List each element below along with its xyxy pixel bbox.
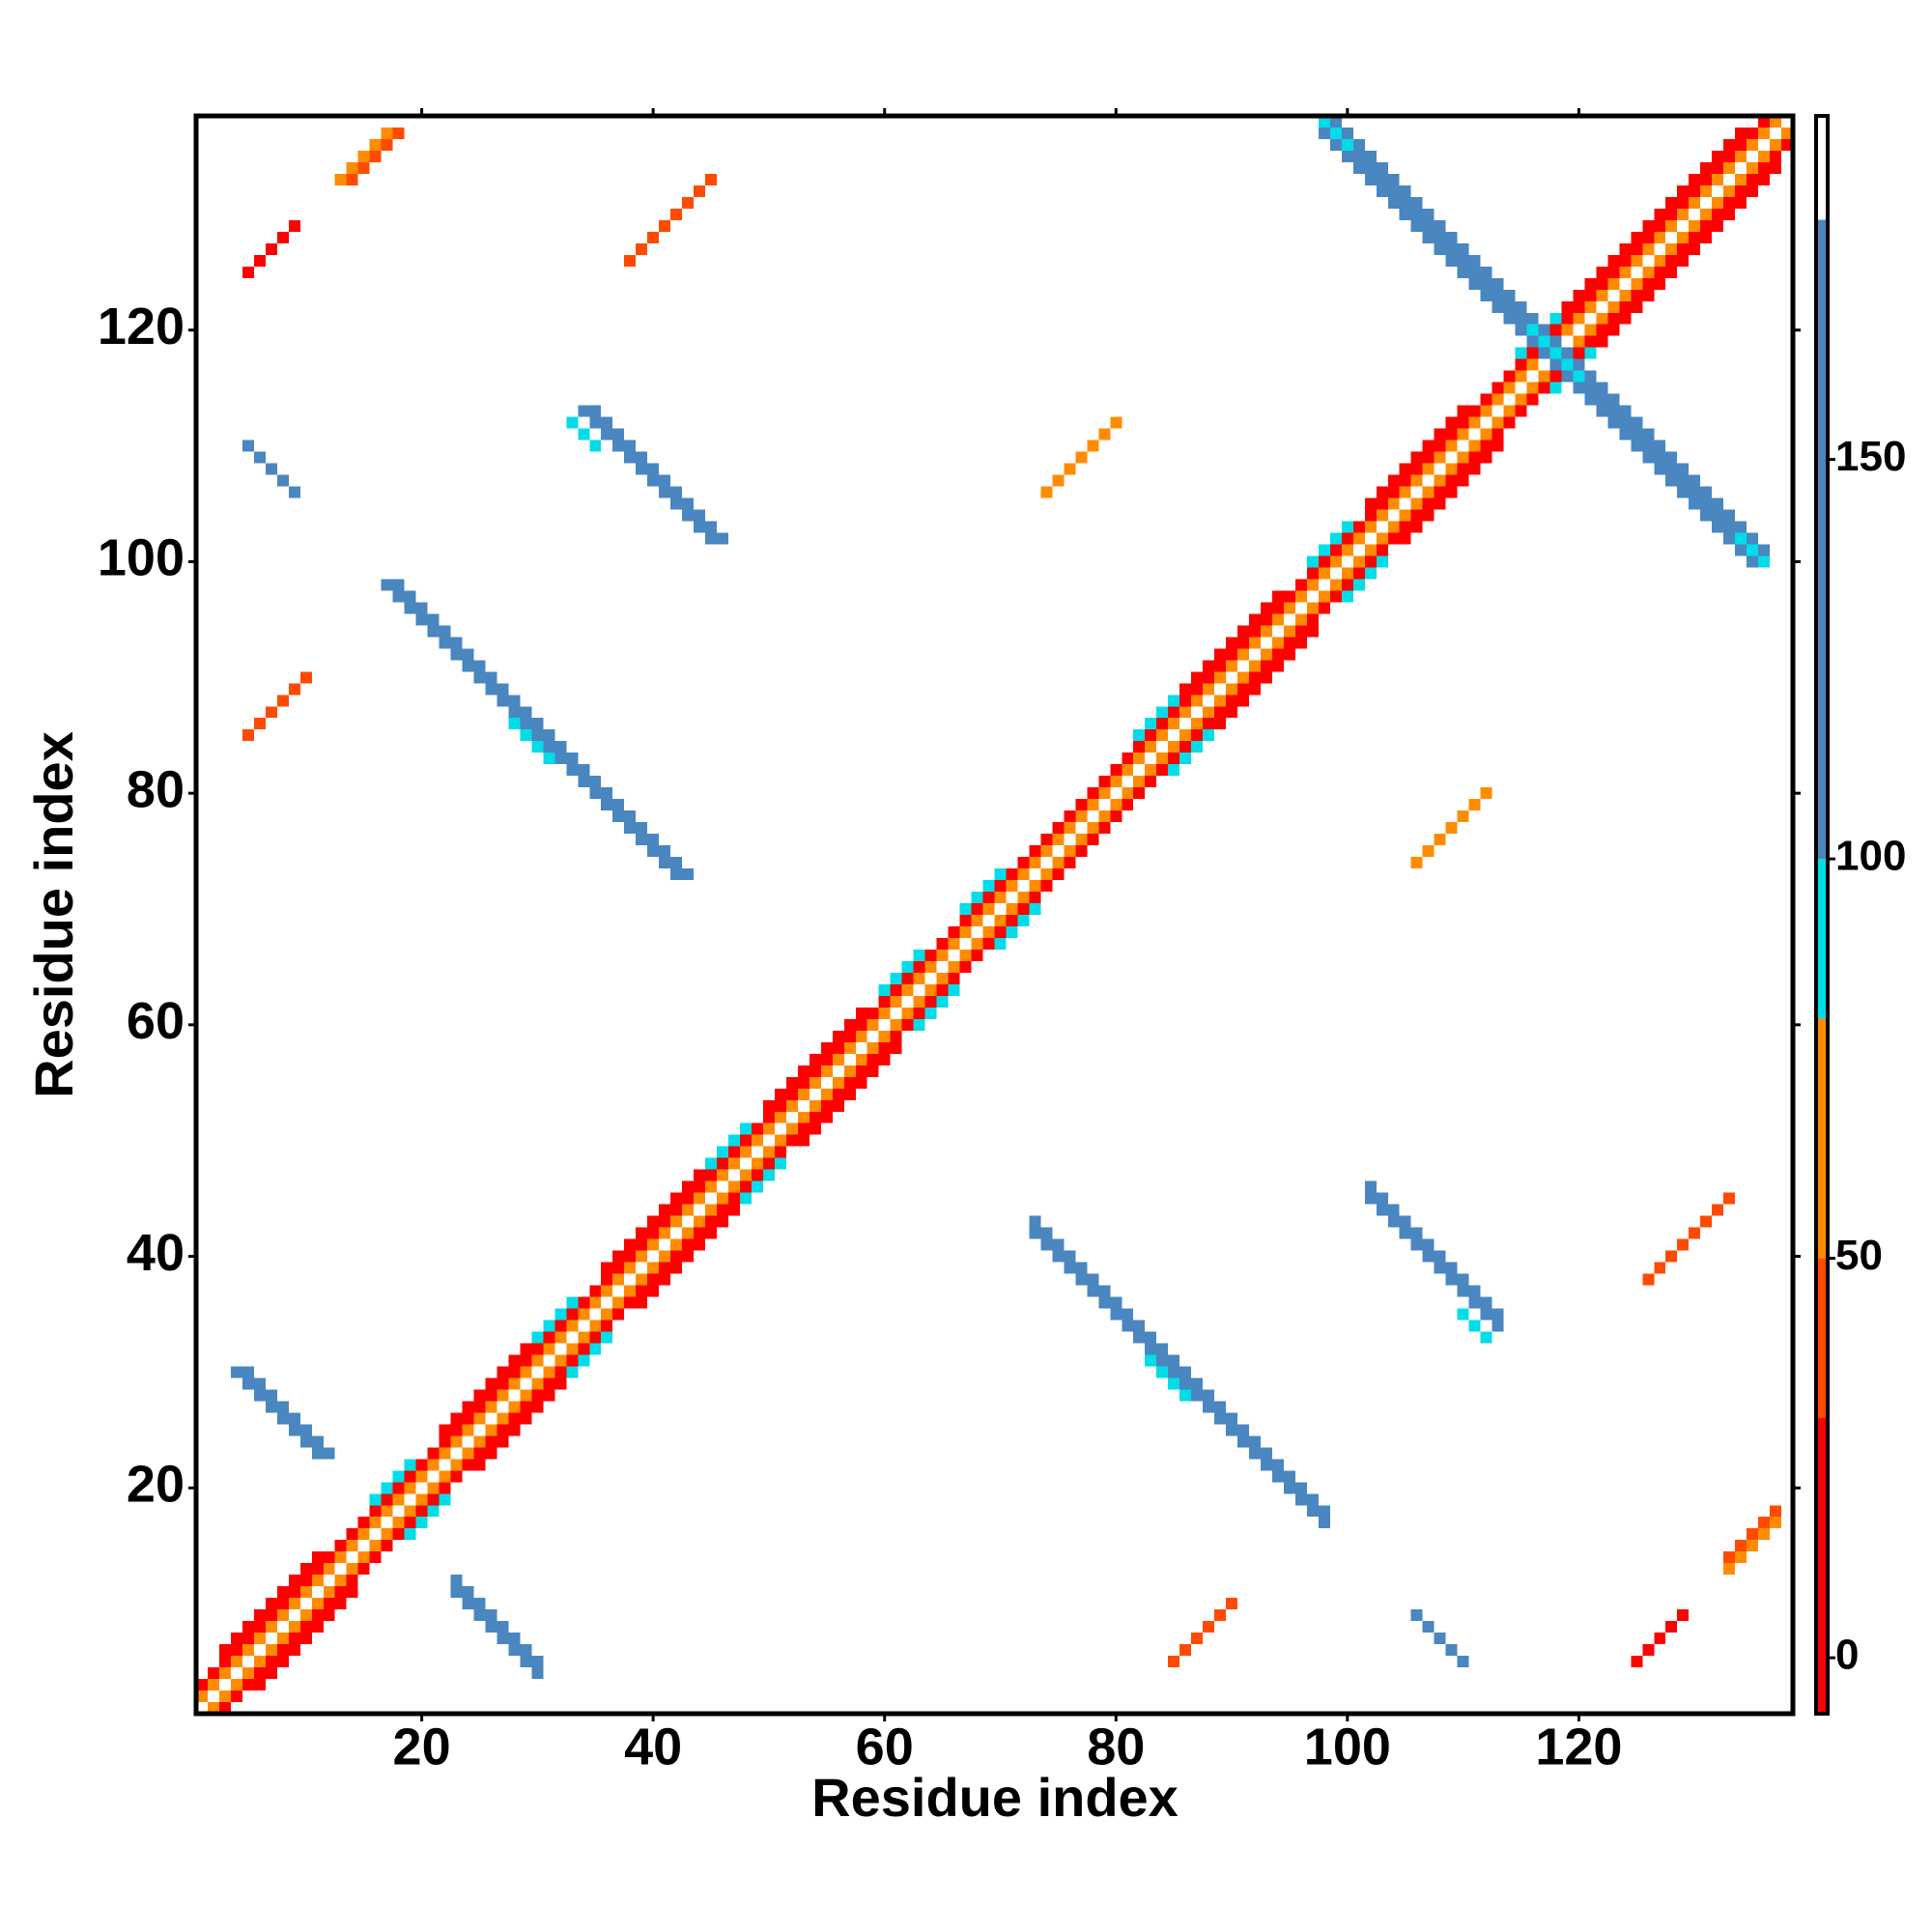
x-axis-title: Residue index — [811, 1767, 1179, 1828]
contact-cells — [1306, 521, 1353, 568]
contact-cells — [1029, 1215, 1330, 1518]
x-tick-label: 120 — [1535, 1718, 1622, 1776]
colorbar-segment — [1816, 219, 1828, 860]
colorbar-tick-label: 100 — [1835, 833, 1906, 880]
contact-cells — [439, 1331, 544, 1436]
contact-cells — [242, 671, 312, 742]
y-tick-label: 60 — [127, 992, 185, 1050]
colorbar-segment — [1816, 116, 1828, 220]
colorbar-segment — [1816, 1258, 1828, 1419]
contact-cells — [1735, 532, 1771, 568]
contact-cells — [242, 219, 300, 278]
contact-cells — [1723, 1505, 1782, 1564]
contact-cells — [636, 1204, 740, 1309]
contact-cells — [601, 1169, 706, 1274]
contact-cells — [1318, 127, 1759, 568]
contact-cells — [762, 1007, 867, 1112]
contact-cells — [404, 1493, 451, 1541]
contact-cells — [1364, 405, 1469, 510]
x-tick-label: 80 — [1087, 1718, 1145, 1776]
x-tick-label: 60 — [856, 1718, 914, 1776]
contact-cells — [346, 127, 405, 185]
contact-cells — [1526, 324, 1585, 383]
contact-cells — [531, 1296, 579, 1344]
contact-cells — [253, 1586, 358, 1691]
contact-cells — [1168, 1598, 1238, 1668]
contact-cells — [1457, 1308, 1492, 1344]
y-axis-title: Residue index — [23, 731, 84, 1098]
contact-cells — [473, 1366, 579, 1471]
contact-cells — [369, 1459, 416, 1506]
y-tick-label: 120 — [98, 298, 185, 355]
contact-cells — [994, 903, 1041, 950]
contact-cells — [739, 1157, 786, 1205]
y-tick-label: 80 — [127, 760, 185, 818]
contact-cells — [242, 440, 300, 498]
plot-frame — [193, 113, 1796, 1717]
contact-cells — [1596, 161, 1782, 348]
contact-cells — [1631, 1609, 1690, 1668]
contact-cells — [218, 1551, 324, 1657]
contact-cells — [1318, 116, 1353, 151]
contact-cells — [797, 1041, 902, 1147]
colorbar-segment — [1816, 859, 1828, 1019]
colorbar-tick-label: 150 — [1835, 433, 1906, 480]
contact-cells — [392, 579, 695, 881]
colorbar-segment — [1816, 1018, 1828, 1259]
contact-cells — [334, 127, 393, 185]
colorbar-tick-label: 50 — [1835, 1232, 1883, 1279]
x-tick-label: 20 — [393, 1718, 451, 1776]
contact-cells — [578, 405, 718, 545]
contact-cells — [1329, 116, 1771, 556]
contact-cells — [1642, 1192, 1736, 1286]
colorbar-segment — [1816, 1418, 1828, 1714]
y-tick-label: 20 — [127, 1456, 185, 1514]
contact-cells — [705, 1122, 752, 1170]
x-tick-label: 40 — [624, 1718, 682, 1776]
contact-cells — [1399, 440, 1504, 545]
contact-cells — [959, 868, 1007, 915]
contact-cells — [913, 983, 960, 1031]
contact-cells — [878, 949, 925, 996]
contact-cells — [1341, 555, 1388, 603]
colorbar-tick-label: 0 — [1835, 1632, 1859, 1679]
contact-cells — [1133, 695, 1180, 742]
contact-cells — [1561, 127, 1747, 313]
contact-cells — [196, 116, 1782, 1703]
cells — [196, 116, 1793, 1715]
contact-cells — [1410, 1609, 1469, 1668]
x-tick-label: 100 — [1304, 1718, 1391, 1776]
contact-cells — [1179, 590, 1284, 696]
contact-cells — [1214, 625, 1319, 730]
contact-cells — [1410, 787, 1492, 869]
colorbar-frame — [1814, 114, 1830, 1716]
contact-cells — [1723, 1517, 1782, 1576]
contact-cells — [624, 173, 718, 267]
contact-cells — [230, 1366, 324, 1460]
contact-cells — [1168, 729, 1215, 777]
contact-cells — [207, 127, 1793, 1715]
contact-cells — [566, 416, 602, 452]
contact-cells — [1145, 1354, 1192, 1402]
contact-cells — [1364, 1192, 1504, 1332]
y-tick-label: 40 — [127, 1224, 185, 1282]
contact-cells — [566, 1331, 613, 1378]
contact-cells — [589, 405, 728, 545]
y-tick-label: 100 — [98, 529, 185, 587]
contact-cells — [450, 1575, 544, 1668]
contact-cells — [1040, 416, 1122, 498]
contact-cells — [508, 718, 555, 765]
contact-cells — [242, 1366, 335, 1460]
contact-cells — [1364, 1180, 1504, 1321]
